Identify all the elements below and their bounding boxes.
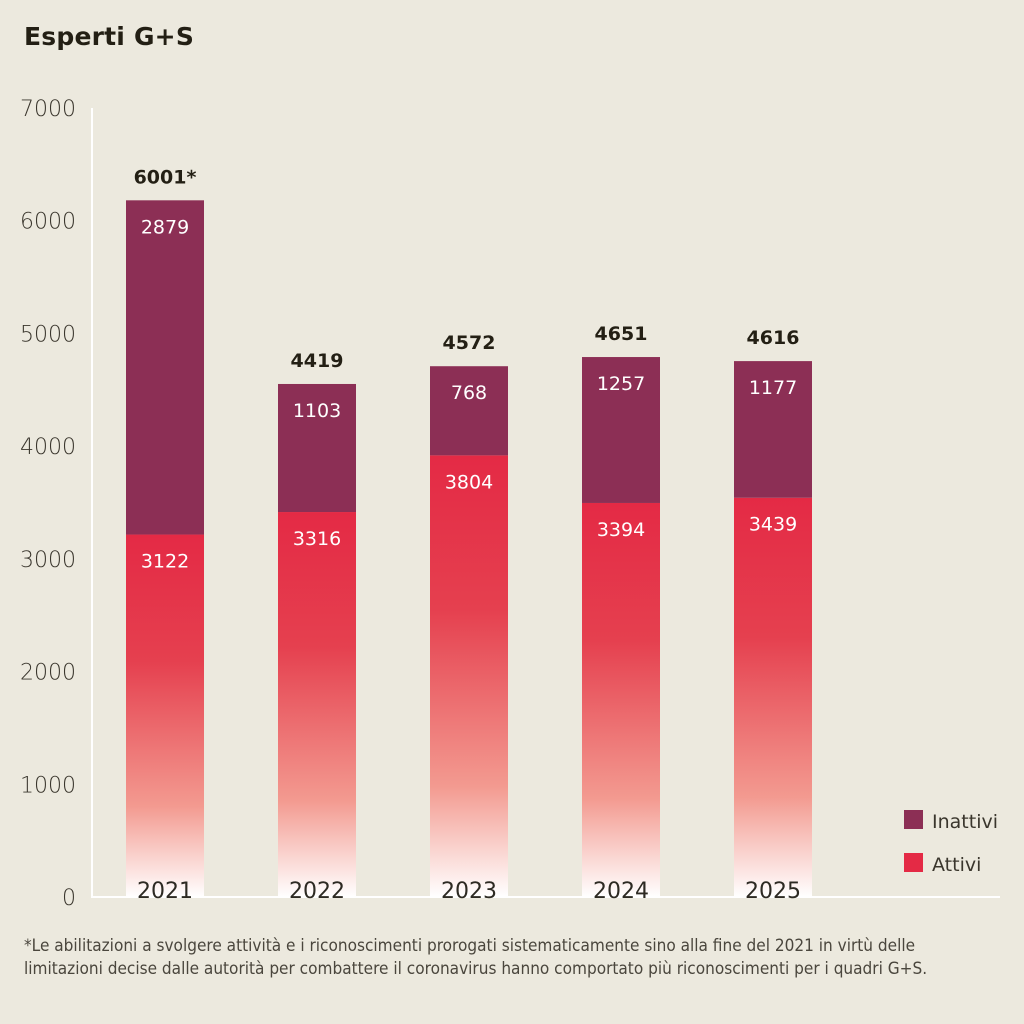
bar-2023: 768 3804 4572 — [430, 332, 508, 897]
x-tick-label: 2025 — [745, 879, 801, 904]
bar-2021: 2879 3122 6001* — [126, 166, 204, 897]
bar-2025: 1177 3439 4616 — [734, 327, 812, 897]
y-tick-label: 0 — [62, 886, 76, 911]
bar-2024: 1257 3394 4651 — [582, 323, 660, 897]
data-label-inattivi: 768 — [451, 382, 487, 404]
x-tick-label: 2023 — [441, 879, 497, 904]
legend-swatch-attivi — [904, 853, 923, 872]
data-label-inattivi: 1257 — [597, 373, 645, 395]
bar-segment-attivi — [582, 502, 660, 897]
bar-segment-attivi — [126, 534, 204, 897]
stacked-bar-chart: 0 1000 2000 3000 4000 5000 6000 7000 2879 3122 60… — [20, 97, 1000, 911]
bars: 2879 3122 6001* 1103 3316 4419 768 3804 4572 1257… — [126, 166, 812, 897]
data-label-total: 4616 — [747, 327, 800, 349]
legend-label-attivi: Attivi — [932, 854, 981, 876]
y-tick-label: 1000 — [20, 773, 76, 798]
data-label-total: 4651 — [595, 323, 648, 345]
data-label-attivi: 3804 — [445, 471, 493, 493]
x-tick-label: 2022 — [289, 879, 345, 904]
data-label-inattivi: 1177 — [749, 377, 797, 399]
data-label-attivi: 3316 — [293, 528, 341, 550]
y-tick-label: 4000 — [20, 435, 76, 460]
y-tick-label: 2000 — [20, 661, 76, 686]
y-axis: 0 1000 2000 3000 4000 5000 6000 7000 — [20, 97, 76, 911]
legend-label-inattivi: Inattivi — [932, 811, 998, 833]
bar-segment-inattivi — [734, 361, 812, 498]
bar-segment-inattivi — [430, 366, 508, 456]
chart-title: Esperti G+S — [24, 22, 195, 51]
x-axis-labels: 2021 2022 2023 2024 2025 — [137, 879, 801, 904]
y-tick-label: 3000 — [20, 548, 76, 573]
x-tick-label: 2024 — [593, 879, 649, 904]
data-label-total: 6001* — [134, 166, 197, 188]
data-label-total: 4419 — [291, 350, 344, 372]
bar-segment-attivi — [734, 497, 812, 897]
data-label-inattivi: 2879 — [141, 216, 189, 238]
bar-segment-inattivi — [278, 383, 356, 513]
data-label-total: 4572 — [443, 332, 496, 354]
bar-segment-attivi — [430, 455, 508, 897]
footnote: *Le abilitazioni a svolgere attività e i… — [24, 936, 928, 978]
data-label-attivi: 3394 — [597, 519, 645, 541]
y-tick-label: 7000 — [20, 97, 76, 122]
x-tick-label: 2021 — [137, 879, 193, 904]
legend-swatch-inattivi — [904, 810, 923, 829]
bar-segment-inattivi — [582, 357, 660, 503]
legend: Inattivi Attivi — [904, 810, 998, 876]
bar-segment-attivi — [278, 512, 356, 897]
y-tick-label: 5000 — [20, 322, 76, 347]
data-label-inattivi: 1103 — [293, 400, 341, 422]
data-label-attivi: 3439 — [749, 514, 797, 536]
y-tick-label: 6000 — [20, 210, 76, 235]
bar-2022: 1103 3316 4419 — [278, 350, 356, 897]
bar-segment-inattivi — [126, 200, 204, 535]
data-label-attivi: 3122 — [141, 551, 189, 573]
